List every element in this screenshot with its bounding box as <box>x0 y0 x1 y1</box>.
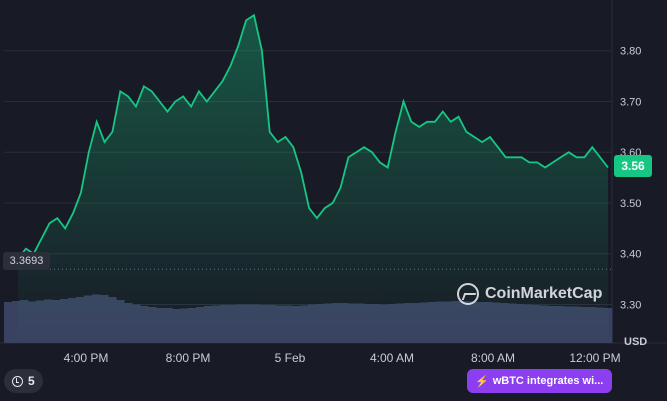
x-tick-label: 4:00 AM <box>370 351 414 365</box>
volume-bar <box>12 301 21 343</box>
price-line <box>17 13 609 260</box>
y-axis-labels: 3.803.703.603.503.403.30 <box>620 46 641 312</box>
volume-bar <box>4 302 13 343</box>
y-tick-label: 3.70 <box>620 96 641 108</box>
unit-label: USD <box>624 336 647 348</box>
history-clock-icon <box>12 375 23 387</box>
news-text: wBTC integrates wi... <box>492 375 604 387</box>
history-count: 5 <box>28 374 35 388</box>
news-pill[interactable]: ⚡ wBTC integrates wi... <box>467 369 612 393</box>
y-tick-label: 3.30 <box>620 299 641 311</box>
lightning-icon: ⚡ <box>475 375 489 388</box>
volume-bar <box>604 308 613 343</box>
history-button[interactable]: 5 <box>4 369 43 393</box>
price-area <box>18 15 608 343</box>
coinmarketcap-logo-icon <box>457 283 479 305</box>
y-tick-label: 3.80 <box>620 46 641 58</box>
x-tick-label: 4:00 PM <box>64 351 109 365</box>
x-tick-label: 8:00 AM <box>471 351 515 365</box>
current-price-badge: 3.56 <box>614 155 652 177</box>
x-tick-label: 12:00 PM <box>569 351 620 365</box>
y-tick-label: 3.50 <box>620 198 641 210</box>
x-axis-labels: 4:00 PM 8:00 PM 5 Feb 4:00 AM 8:00 AM 12:00 P… <box>64 351 621 365</box>
x-tick-label: 5 Feb <box>275 351 306 365</box>
start-price-badge: 3.3693 <box>3 252 50 270</box>
coinmarketcap-watermark: CoinMarketCap <box>457 283 602 305</box>
y-tick-label: 3.40 <box>620 249 641 261</box>
x-tick-label: 8:00 PM <box>166 351 211 365</box>
watermark-text: CoinMarketCap <box>485 285 603 302</box>
